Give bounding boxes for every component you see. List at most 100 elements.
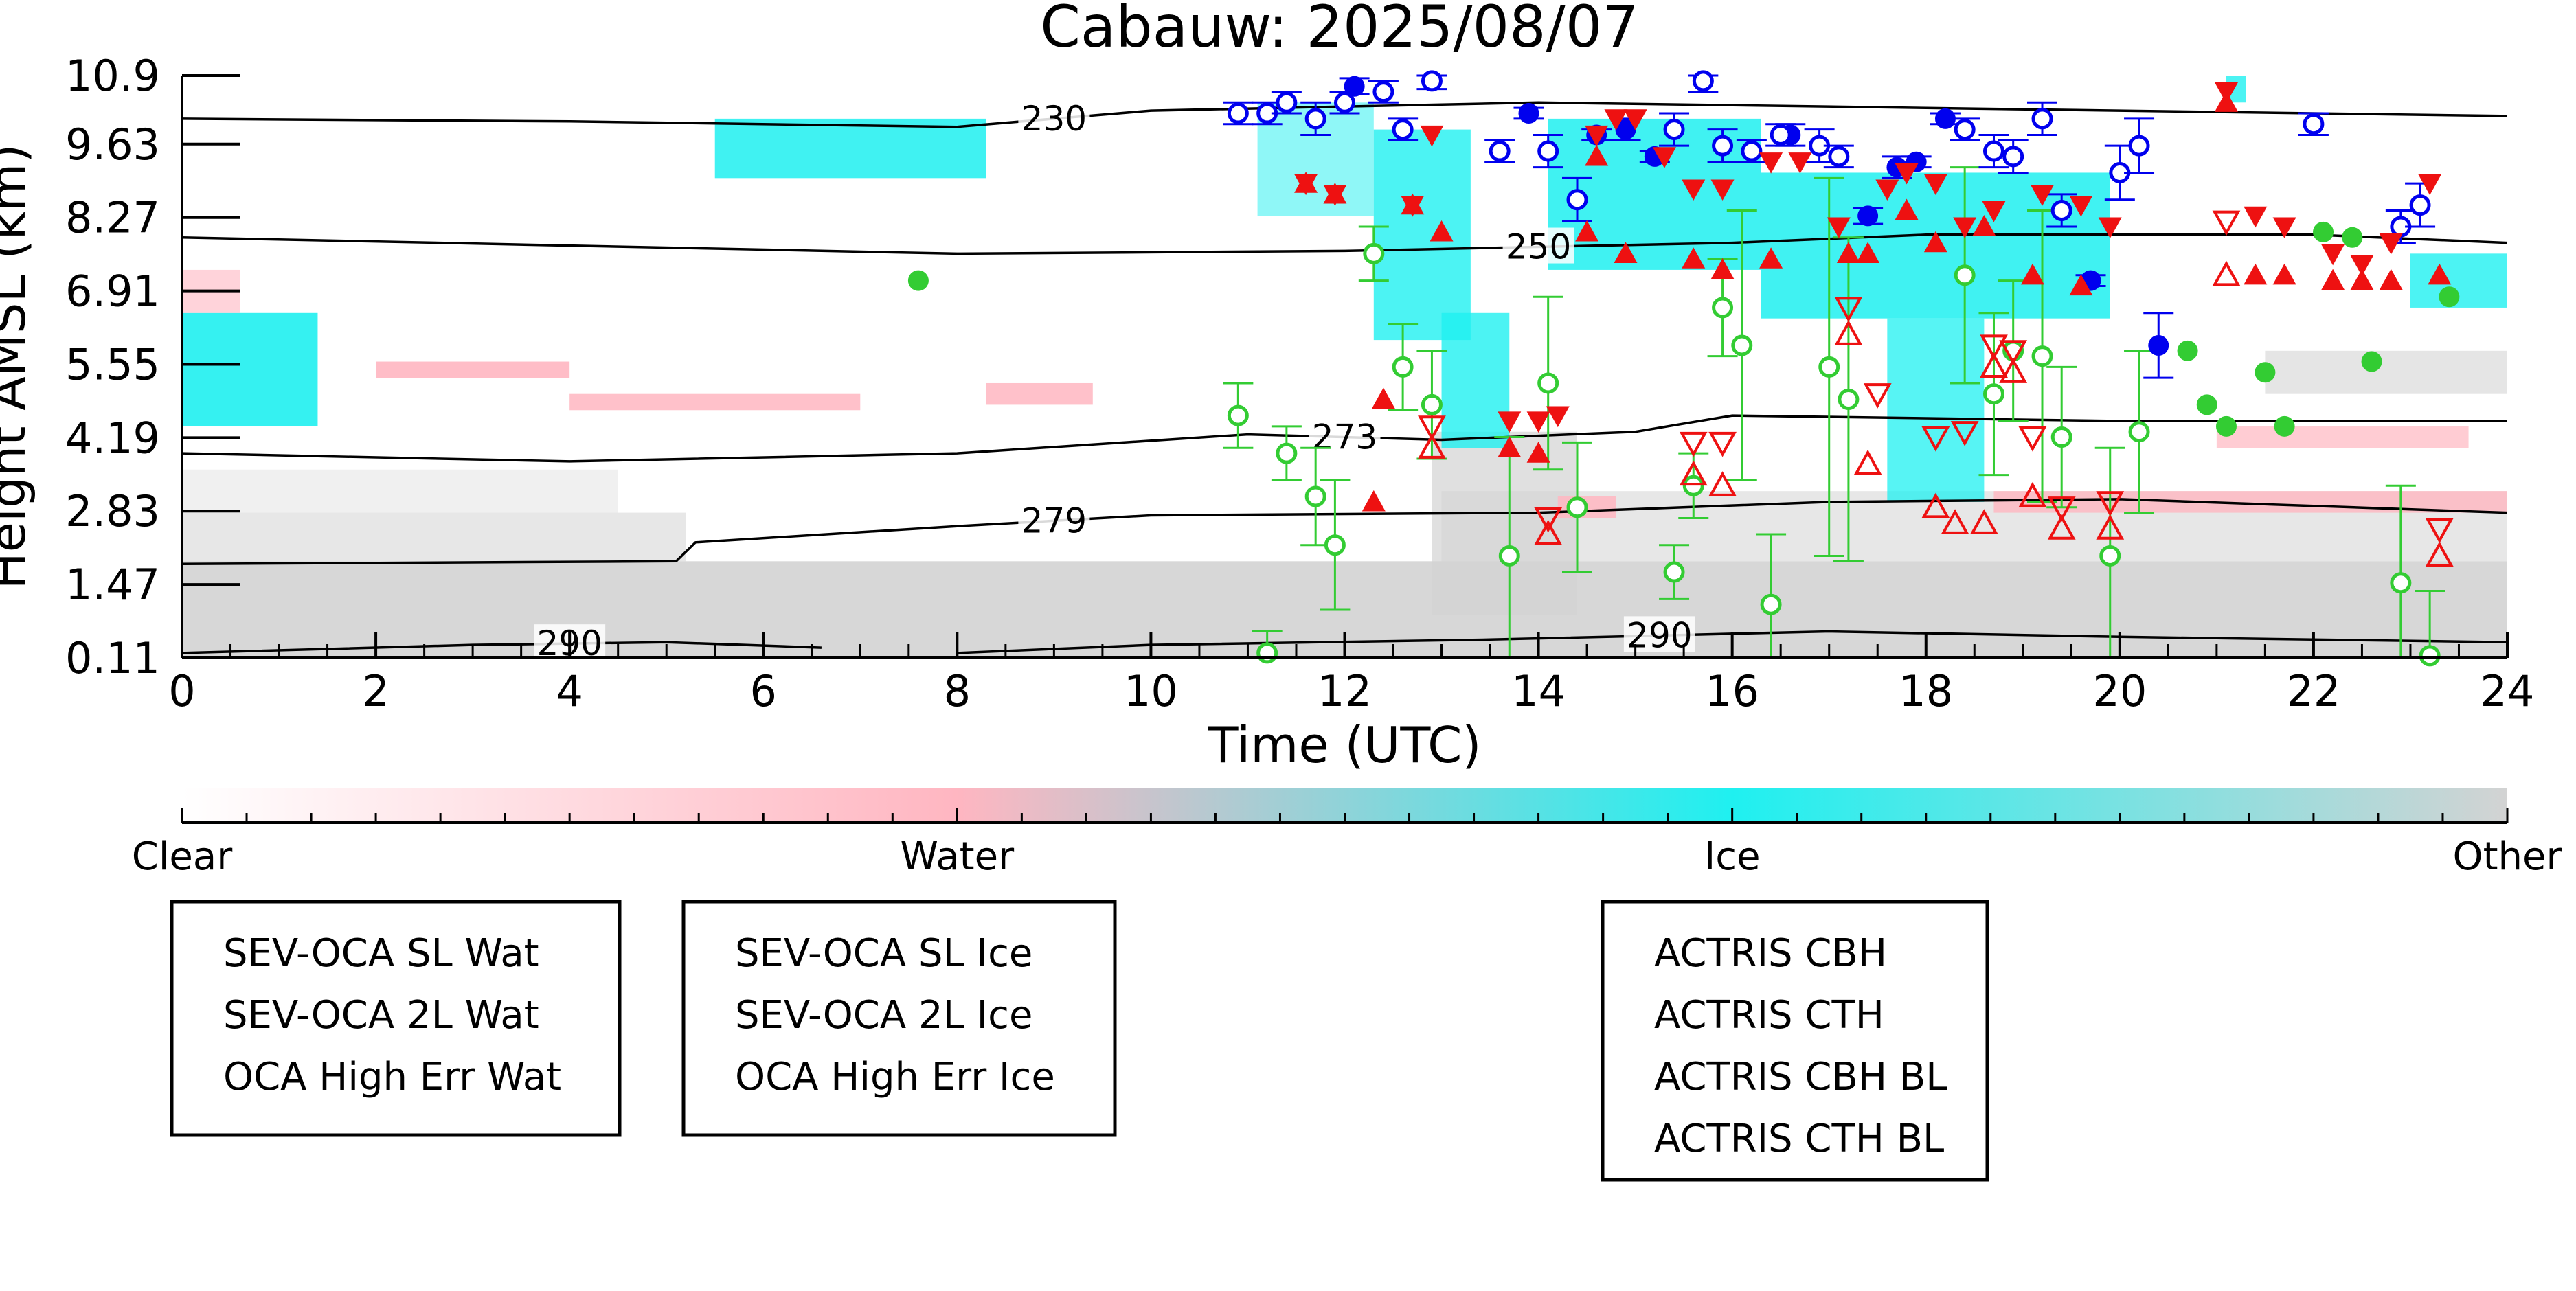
actris-cbh-point	[1526, 442, 1550, 463]
sev-oca-sl-ice-point	[1857, 205, 1879, 227]
legend-label: ACTRIS CTH	[1654, 993, 1884, 1038]
sev-oca-sl-wat-point	[907, 270, 929, 291]
y-tick-label: 4.19	[65, 413, 160, 463]
actris-cbh-point	[2069, 274, 2093, 296]
actris-cbh-point	[2020, 263, 2044, 285]
actris-cth-point	[1526, 411, 1550, 433]
sev-oca-2l-wat-point	[1566, 496, 1588, 518]
sev-oca-2l-wat-point	[1838, 389, 1860, 411]
sev-oca-2l-ice-point	[1334, 91, 1355, 113]
y-tick-label: 2.83	[65, 486, 160, 536]
sev-oca-2l-ice-point	[1692, 70, 1714, 92]
sev-oca-2l-wat-point	[1818, 356, 1840, 378]
actris-cth-point	[1788, 152, 1812, 174]
curtain-band	[182, 312, 318, 426]
actris-cth-point	[1710, 179, 1735, 201]
actris-cth-point	[1923, 174, 1947, 196]
sev-oca-2l-wat-point	[2390, 572, 2412, 594]
legend-label: ACTRIS CBH BL	[1654, 1055, 1947, 1099]
legend-label: OCA High Err Ice	[735, 1055, 1055, 1099]
y-tick-label: 0.11	[65, 633, 160, 683]
colorbar-label: Clear	[132, 834, 233, 879]
sev-oca-2l-ice-point	[1712, 135, 1734, 157]
actris-cth-point	[1323, 185, 1347, 206]
curtain-band	[1432, 431, 1577, 615]
x-tick-label: 4	[556, 666, 583, 716]
actris-cbh-point	[1430, 220, 1454, 242]
sev-oca-sl-wat-point	[2196, 394, 2217, 415]
sev-oca-2l-wat-point	[1498, 545, 1520, 567]
actris-cbh-point	[1498, 436, 1522, 457]
chart-title: Cabauw: 2025/08/07	[1040, 0, 1638, 60]
actris-cth-point	[1585, 125, 1609, 147]
sev-oca-2l-ice-point	[1537, 140, 1559, 162]
y-tick-label: 5.55	[65, 339, 160, 389]
actris-cth-point	[2098, 217, 2122, 239]
curtain-band	[182, 512, 686, 562]
actris-cbh-point	[1856, 242, 1880, 263]
legend-label: SEV-OCA SL Wat	[223, 931, 539, 976]
actris-cbh-bl-point	[2018, 481, 2047, 507]
actris-cth-bl-point	[1980, 334, 2008, 361]
sev-oca-sl-wat-point	[2215, 415, 2237, 437]
actris-cth-point	[1759, 152, 1783, 174]
x-tick-label: 14	[1511, 666, 1566, 716]
colorbar-label: Ice	[1704, 834, 1761, 879]
actris-cth-point	[1895, 163, 1919, 185]
legend-label: SEV-OCA 2L Wat	[223, 993, 539, 1038]
sev-oca-2l-wat-point	[1256, 642, 1278, 664]
actris-cth-point	[2350, 255, 2374, 277]
actris-cth-point	[1875, 179, 1899, 201]
contour-line	[181, 101, 2508, 128]
legend-label: ACTRIS CTH BL	[1654, 1117, 1944, 1161]
legend-label: ACTRIS CBH	[1654, 931, 1887, 976]
x-tick-label: 22	[2286, 666, 2340, 716]
legend-box	[1601, 900, 1989, 1182]
sev-oca-2l-wat-point	[1954, 264, 1976, 286]
actris-cth-point	[2321, 244, 2345, 266]
actris-cbh-point	[2350, 269, 2374, 290]
actris-cbh-bl-point	[1853, 449, 1882, 475]
actris-cth-bl-point	[1679, 431, 1708, 457]
contour-line	[181, 233, 2508, 255]
x-tick-label: 20	[2092, 666, 2147, 716]
sev-oca-2l-ice-point	[1954, 119, 1976, 141]
legend-label: OCA High Err Wat	[223, 1055, 561, 1099]
sev-oca-sl-ice-point	[1518, 103, 1539, 124]
sev-oca-2l-ice-point	[1304, 108, 1326, 130]
sev-oca-2l-ice-point	[2409, 194, 2431, 216]
sev-oca-sl-wat-point	[2177, 340, 2198, 361]
actris-cbh-bl-point	[1999, 358, 2028, 383]
actris-cth-bl-point	[2425, 518, 2454, 544]
actris-cbh-bl-point	[1418, 433, 1446, 459]
actris-cbh-point	[1585, 144, 1609, 166]
sev-oca-2l-wat-point	[2099, 545, 2121, 567]
sev-oca-2l-ice-point	[1392, 119, 1414, 141]
sev-oca-2l-ice-point	[1227, 102, 1249, 124]
curtain-band	[1441, 312, 1510, 448]
sev-oca-2l-ice-point	[1982, 140, 2004, 162]
actris-cbh-point	[2321, 269, 2345, 290]
actris-cbh-bl-point	[1834, 320, 1863, 345]
sev-oca-2l-ice-point	[1828, 146, 1850, 168]
legend-label: SEV-OCA SL Ice	[735, 931, 1032, 976]
sev-oca-2l-wat-point	[2050, 426, 2072, 448]
contour-line	[181, 414, 2507, 463]
contour-label-bg	[1018, 501, 1090, 538]
sev-oca-2l-wat-point	[1731, 334, 1753, 356]
actris-cth-point	[2272, 217, 2296, 239]
actris-cbh-point	[1614, 242, 1638, 263]
y-tick-label: 9.63	[65, 119, 160, 170]
sev-oca-2l-wat-point	[1392, 356, 1414, 378]
actris-cbh-point	[2428, 263, 2452, 285]
y-tick-label: 8.27	[65, 193, 160, 243]
x-tick-label: 18	[1899, 666, 1953, 716]
actris-cbh-point	[1972, 215, 1996, 236]
actris-cth-point	[2031, 185, 2054, 206]
actris-cth-point	[1420, 125, 1444, 147]
sev-oca-2l-wat-point	[2031, 345, 2053, 367]
y-tick-label: 10.9	[65, 51, 160, 101]
actris-cbh-bl-point	[1969, 509, 1998, 534]
sev-oca-2l-wat-point	[1537, 372, 1559, 394]
